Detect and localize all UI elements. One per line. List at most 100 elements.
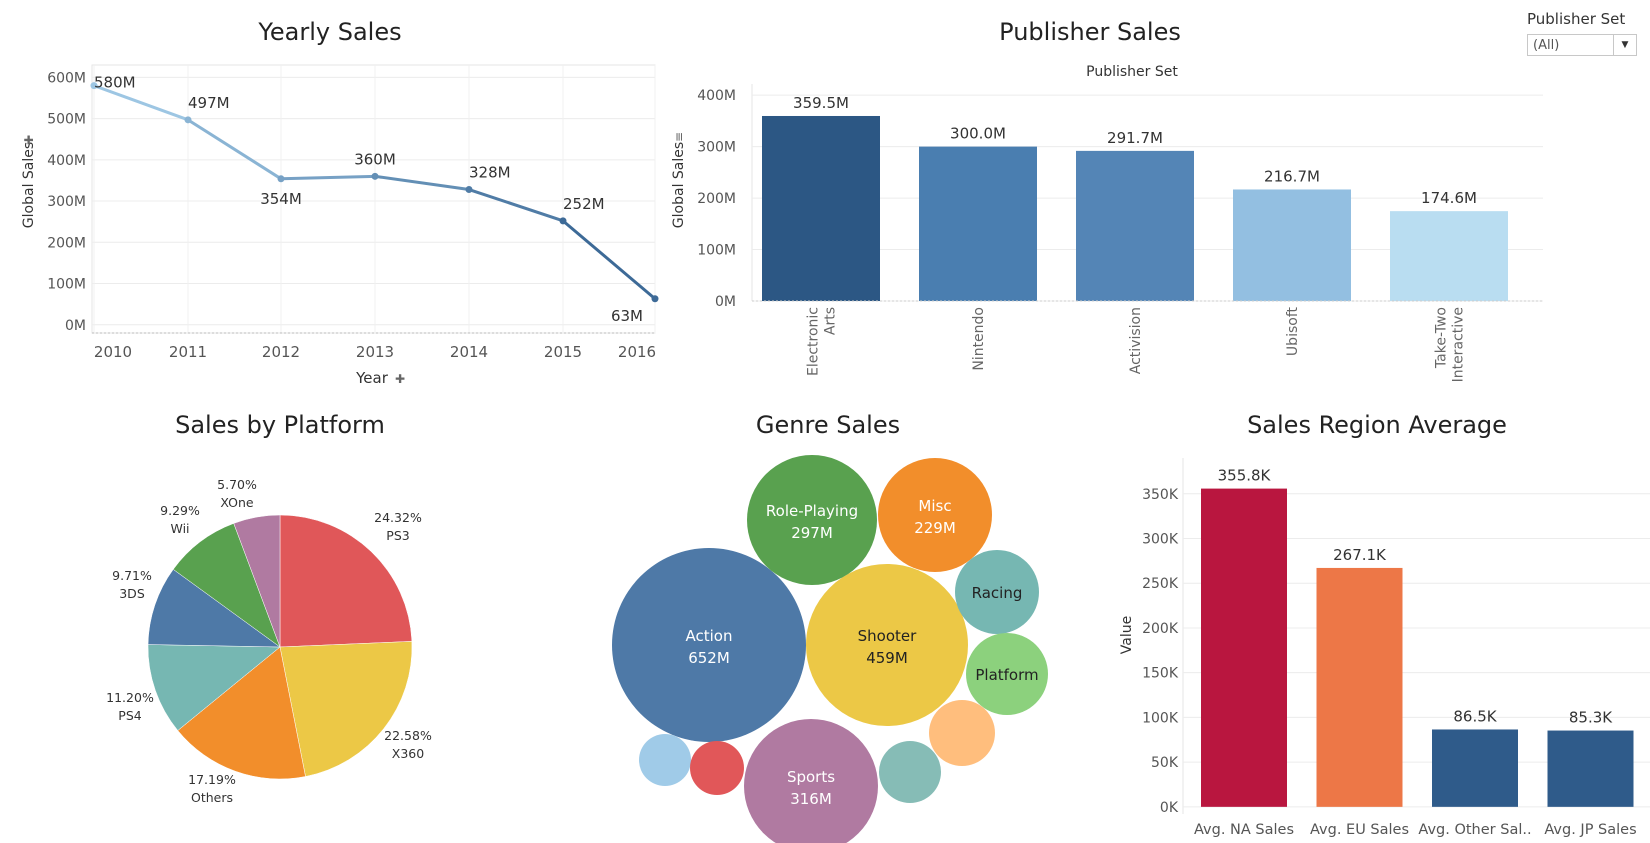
genre-bubble-value: 229M — [914, 519, 956, 537]
publisher-bar — [919, 146, 1037, 301]
region-x-tick-label: Avg. JP Sales — [1544, 822, 1636, 838]
publisher-bar-label: 300.0M — [950, 125, 1006, 143]
pie-slice — [172, 523, 281, 648]
pie-pct-label: 5.70% — [217, 477, 257, 492]
yearly-line-segment — [186, 118, 283, 181]
pie-slice — [233, 514, 281, 648]
publisher-sales-chart: 0M 100M 200M 300M 400M 359.5M Electronic Arts 30… — [697, 84, 1543, 382]
region-y-tick-label: 0K — [1160, 800, 1179, 816]
yearly-y-tick-label: 100M — [47, 277, 86, 293]
publisher-bar-label: 359.5M — [793, 94, 849, 112]
region-x-tick-label: Avg. NA Sales — [1194, 822, 1294, 838]
yearly-data-label: 252M — [563, 195, 605, 213]
genre-bubble — [744, 719, 878, 843]
region-bar-label: 267.1K — [1333, 546, 1387, 564]
publisher-y-tick-label: 100M — [697, 243, 736, 259]
genre-bubble — [955, 550, 1039, 634]
genre-bubble — [929, 700, 995, 766]
yearly-y-tick-label: 600M — [47, 70, 86, 86]
chevron-down-icon[interactable]: ▼ — [1613, 35, 1636, 55]
region-bar-label: 86.5K — [1453, 707, 1497, 725]
publisher-x-tick-label: Nintendo — [971, 307, 987, 371]
region-y-tick-label: 100K — [1142, 710, 1179, 726]
yearly-line-segment — [467, 188, 565, 223]
region-x-tick-label: Avg. Other Sal.. — [1418, 822, 1531, 838]
publisher-bar — [1076, 150, 1194, 301]
yearly-x-pin-icon: ✚ — [395, 372, 405, 386]
publisher-bar-label: 174.6M — [1421, 189, 1477, 207]
publisher-x-tick-label: Arts — [823, 307, 839, 335]
pie-pct-label: 11.20% — [106, 690, 154, 705]
genre-bubble — [806, 564, 968, 726]
region-bar-label: 85.3K — [1569, 709, 1613, 727]
pie-name-label: 3DS — [119, 586, 145, 601]
region-bar — [1547, 730, 1634, 807]
yearly-data-label: 354M — [260, 190, 302, 208]
pie-name-label: PS3 — [386, 528, 409, 543]
yearly-point — [465, 186, 473, 194]
pie-pct-label: 9.71% — [112, 568, 152, 583]
publisher-x-tick-label: Ubisoft — [1285, 306, 1301, 356]
publisher-set-dropdown-value: (All) — [1533, 38, 1560, 53]
region-y-axis-title: Value — [1119, 616, 1135, 654]
publisher-sort-icon: ≡ — [672, 132, 686, 142]
region-bar — [1201, 488, 1287, 807]
region-bar — [1316, 567, 1403, 807]
yearly-pin-icon: ✚ — [22, 135, 36, 145]
genre-sales-title: Genre Sales — [756, 411, 900, 439]
yearly-x-axis-title: Year — [355, 369, 389, 387]
yearly-x-tick-label: 2010 — [94, 343, 132, 361]
genre-bubble — [690, 741, 744, 795]
genre-bubble-name: Role-Playing — [766, 502, 858, 520]
genre-bubble — [879, 741, 941, 803]
yearly-y-axis-title: Global Sales — [21, 142, 37, 228]
publisher-bar-label: 216.7M — [1264, 167, 1320, 185]
publisher-sales-title: Publisher Sales — [999, 18, 1181, 46]
yearly-y-tick-label: 300M — [47, 194, 86, 210]
genre-bubble-value: 652M — [688, 649, 730, 667]
region-y-tick-label: 50K — [1151, 755, 1179, 771]
pie-slice — [147, 644, 281, 731]
yearly-data-label: 328M — [469, 164, 511, 182]
genre-bubble — [966, 633, 1048, 715]
yearly-y-tick-label: 200M — [47, 235, 86, 251]
region-y-tick-label: 200K — [1142, 621, 1179, 637]
yearly-y-tick-label: 500M — [47, 112, 86, 128]
yearly-data-label: 580M — [94, 74, 136, 92]
genre-bubble-name: Platform — [975, 666, 1038, 684]
genre-bubble — [612, 548, 806, 742]
yearly-line-segment — [92, 84, 190, 122]
genre-bubble-name: Misc — [918, 497, 951, 515]
yearly-sales-chart: 0M 100M 200M 300M 400M 500M 600M 2010 2011 2012 20… — [47, 64, 659, 361]
publisher-set-dropdown[interactable]: (All) ▼ — [1527, 34, 1637, 56]
publisher-set-header: Publisher Set — [1086, 64, 1178, 80]
publisher-x-tick-label: Activision — [1128, 307, 1144, 374]
pie-name-label: XOne — [220, 495, 254, 510]
region-bar-label: 355.8K — [1218, 467, 1272, 485]
publisher-bar-label: 291.7M — [1107, 129, 1163, 147]
genre-bubble-name: Racing — [972, 584, 1023, 602]
yearly-data-label: 63M — [611, 307, 643, 325]
yearly-point — [184, 116, 192, 124]
pie-pct-label: 17.19% — [188, 772, 236, 787]
yearly-x-tick-label: 2015 — [544, 343, 582, 361]
sales-region-average-chart: 0K 50K 100K 150K 200K 250K 300K 350K 355.8K Avg. … — [1142, 458, 1650, 838]
pie-slice — [279, 514, 413, 648]
yearly-point — [559, 217, 567, 225]
publisher-bar — [1233, 189, 1351, 301]
publisher-x-tick-label: Interactive — [1451, 307, 1467, 382]
genre-bubble-name: Shooter — [858, 627, 917, 645]
pie-pct-label: 9.29% — [160, 503, 200, 518]
genre-bubble-name: Action — [686, 627, 733, 645]
pie-name-label: PS4 — [118, 708, 141, 723]
publisher-bar — [762, 115, 880, 302]
yearly-point — [277, 175, 285, 183]
publisher-y-axis-title: Global Sales — [671, 142, 687, 228]
yearly-x-tick-label: 2014 — [450, 343, 488, 361]
yearly-line-segment — [561, 219, 657, 301]
region-bar — [1432, 729, 1518, 807]
publisher-bar — [1390, 211, 1508, 301]
yearly-sales-title: Yearly Sales — [257, 18, 401, 46]
yearly-line-segment — [279, 174, 377, 181]
pie-name-label: Wii — [170, 521, 189, 536]
